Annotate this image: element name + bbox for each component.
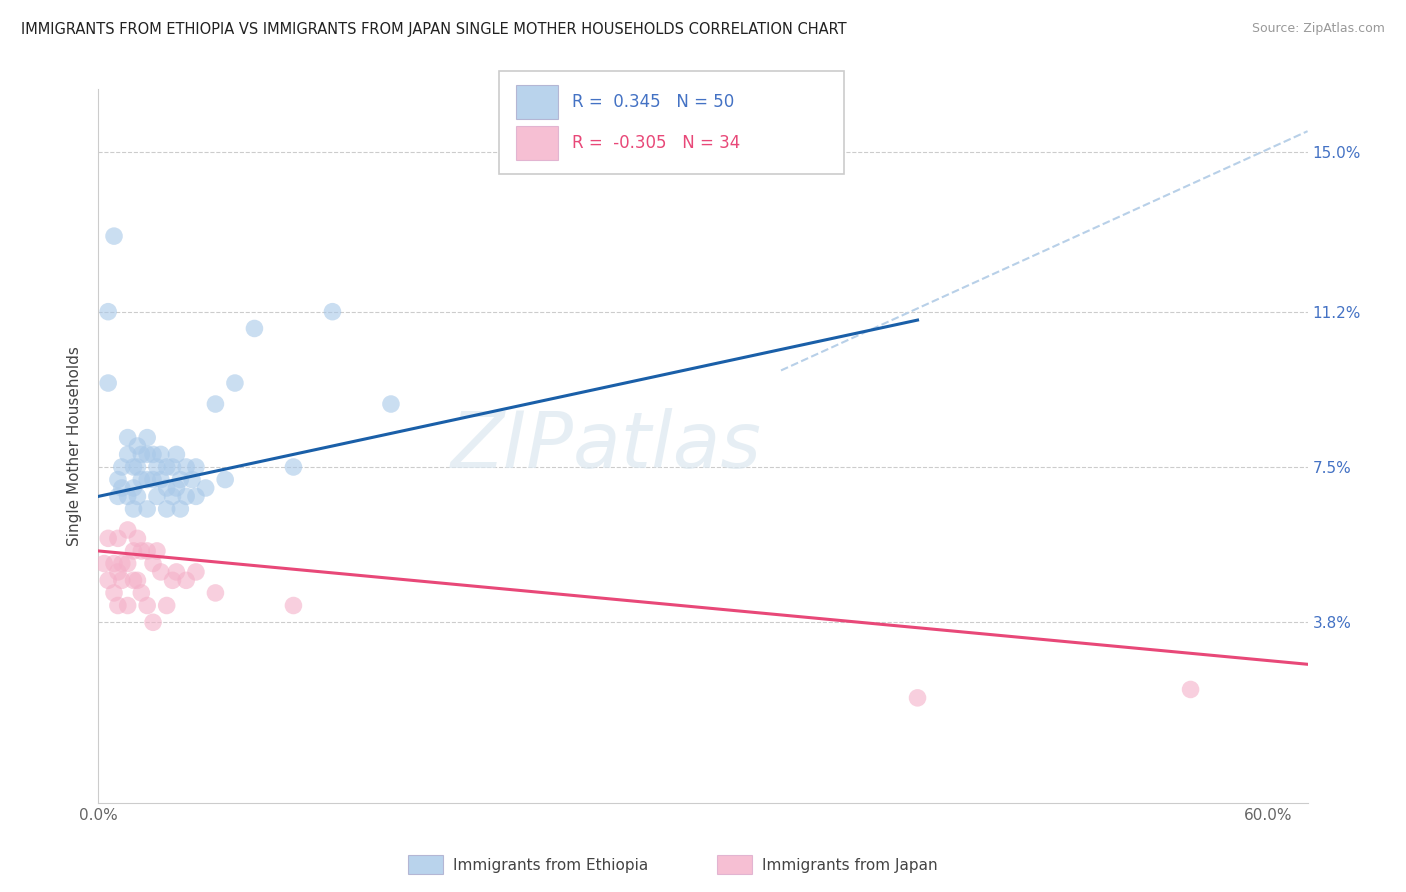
Point bbox=[117, 489, 139, 503]
Point bbox=[181, 473, 204, 487]
Point bbox=[149, 447, 172, 461]
Point bbox=[122, 460, 145, 475]
Point bbox=[127, 439, 149, 453]
Point bbox=[131, 586, 153, 600]
Point bbox=[136, 544, 159, 558]
Point bbox=[184, 489, 207, 503]
Point bbox=[156, 481, 179, 495]
Point bbox=[93, 557, 115, 571]
Point bbox=[142, 447, 165, 461]
Point bbox=[103, 586, 125, 600]
Text: R =  -0.305   N = 34: R = -0.305 N = 34 bbox=[572, 134, 741, 152]
Point bbox=[156, 502, 179, 516]
Point bbox=[283, 460, 305, 475]
Point bbox=[131, 473, 153, 487]
Point bbox=[107, 599, 129, 613]
Point bbox=[174, 460, 197, 475]
Point bbox=[111, 481, 134, 495]
Point bbox=[97, 574, 120, 588]
Point bbox=[224, 376, 246, 390]
Point bbox=[146, 460, 169, 475]
Point bbox=[117, 431, 139, 445]
Point bbox=[184, 460, 207, 475]
Point bbox=[165, 447, 187, 461]
Point bbox=[122, 481, 145, 495]
Point bbox=[107, 565, 129, 579]
Point bbox=[174, 489, 197, 503]
Point bbox=[162, 460, 184, 475]
Point bbox=[97, 532, 120, 546]
Point bbox=[136, 447, 159, 461]
Point bbox=[107, 473, 129, 487]
Point bbox=[146, 544, 169, 558]
Point bbox=[127, 489, 149, 503]
Point bbox=[156, 599, 179, 613]
Point bbox=[146, 489, 169, 503]
Point bbox=[107, 489, 129, 503]
Point bbox=[111, 460, 134, 475]
Point bbox=[111, 557, 134, 571]
Text: IMMIGRANTS FROM ETHIOPIA VS IMMIGRANTS FROM JAPAN SINGLE MOTHER HOUSEHOLDS CORRE: IMMIGRANTS FROM ETHIOPIA VS IMMIGRANTS F… bbox=[21, 22, 846, 37]
Point bbox=[127, 532, 149, 546]
Point bbox=[165, 481, 187, 495]
Point bbox=[136, 502, 159, 516]
Point bbox=[1180, 682, 1202, 697]
Point bbox=[142, 615, 165, 630]
Point bbox=[162, 489, 184, 503]
Point bbox=[107, 532, 129, 546]
Y-axis label: Single Mother Households: Single Mother Households bbox=[67, 346, 83, 546]
Point bbox=[142, 473, 165, 487]
Text: Immigrants from Japan: Immigrants from Japan bbox=[762, 858, 938, 872]
Point bbox=[122, 574, 145, 588]
Point bbox=[117, 599, 139, 613]
Point bbox=[283, 599, 305, 613]
Point bbox=[103, 557, 125, 571]
Point bbox=[136, 599, 159, 613]
Point bbox=[149, 565, 172, 579]
Point bbox=[214, 473, 236, 487]
Point bbox=[103, 229, 125, 244]
Point bbox=[184, 565, 207, 579]
Text: Source: ZipAtlas.com: Source: ZipAtlas.com bbox=[1251, 22, 1385, 36]
Point bbox=[165, 565, 187, 579]
Point bbox=[127, 574, 149, 588]
Point bbox=[142, 557, 165, 571]
Point bbox=[380, 397, 402, 411]
Point bbox=[127, 460, 149, 475]
Point bbox=[117, 447, 139, 461]
Point bbox=[122, 544, 145, 558]
Text: ZIPatlas: ZIPatlas bbox=[451, 408, 762, 484]
Point bbox=[149, 473, 172, 487]
Point bbox=[204, 586, 226, 600]
Point bbox=[111, 574, 134, 588]
Text: Immigrants from Ethiopia: Immigrants from Ethiopia bbox=[453, 858, 648, 872]
Point bbox=[169, 502, 191, 516]
Point bbox=[131, 544, 153, 558]
Point bbox=[117, 557, 139, 571]
Point bbox=[169, 473, 191, 487]
Point bbox=[136, 473, 159, 487]
Point bbox=[162, 574, 184, 588]
Text: R =  0.345   N = 50: R = 0.345 N = 50 bbox=[572, 93, 734, 111]
Point bbox=[97, 304, 120, 318]
Point bbox=[194, 481, 217, 495]
Point bbox=[907, 690, 929, 705]
Point bbox=[204, 397, 226, 411]
Point bbox=[243, 321, 266, 335]
Point bbox=[321, 304, 343, 318]
Point bbox=[117, 523, 139, 537]
Point bbox=[174, 574, 197, 588]
Point bbox=[136, 431, 159, 445]
Point bbox=[156, 460, 179, 475]
Point bbox=[122, 502, 145, 516]
Point bbox=[97, 376, 120, 390]
Point bbox=[131, 447, 153, 461]
